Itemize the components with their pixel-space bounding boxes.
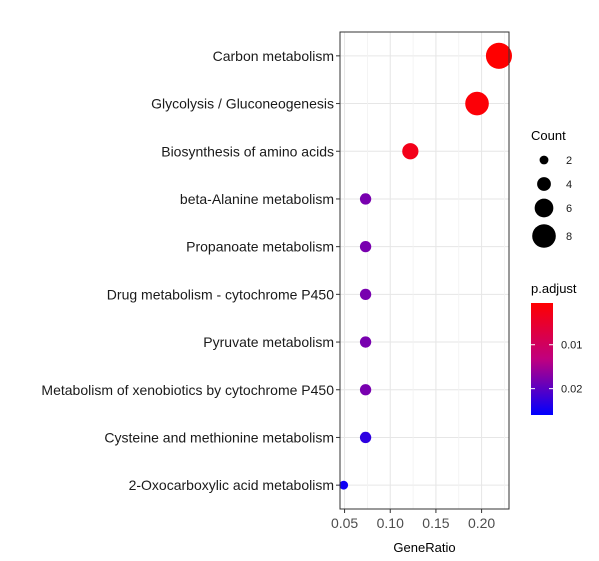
category-label: Propanoate metabolism (186, 239, 334, 255)
category-label: Drug metabolism - cytochrome P450 (107, 286, 334, 302)
category-label: Carbon metabolism (213, 48, 334, 64)
data-point (465, 91, 489, 116)
category-labels: Carbon metabolism Glycolysis / Gluconeoge… (41, 48, 334, 493)
category-label: Pyruvate metabolism (203, 334, 334, 350)
colorbar-label: 0.02 (561, 384, 582, 396)
x-tick-label: 0.20 (468, 515, 495, 531)
data-point (359, 193, 372, 205)
colorbar (531, 303, 553, 415)
data-point (359, 336, 372, 348)
legend-count: Count 2 4 6 8 (531, 128, 572, 248)
legend-count-label: 6 (566, 203, 572, 215)
data-point (359, 431, 372, 444)
colorbar-label: 0.01 (561, 340, 582, 352)
category-label: Glycolysis / Gluconeogenesis (151, 96, 334, 112)
category-label: Metabolism of xenobiotics by cytochrome … (41, 382, 334, 398)
data-point (359, 240, 372, 253)
points (339, 42, 512, 490)
category-label: Cysteine and methionine metabolism (104, 429, 334, 445)
x-tick-label: 0.05 (331, 515, 358, 531)
category-label: 2-Oxocarboxylic acid metabolism (129, 477, 334, 493)
data-point (485, 42, 512, 69)
plot-panel (339, 31, 510, 510)
category-label: Biosynthesis of amino acids (161, 143, 334, 159)
data-point (359, 384, 372, 396)
legend-count-key (539, 155, 549, 165)
x-tick-label: 0.15 (422, 515, 449, 531)
data-point (339, 480, 349, 490)
legend-count-key (534, 198, 554, 218)
x-axis-title: GeneRatio (393, 540, 455, 555)
legend-padjust-title: p.adjust (531, 281, 577, 296)
legend-count-label: 2 (566, 155, 572, 167)
data-point (402, 143, 419, 160)
legend-count-title: Count (531, 128, 566, 143)
axis-ticks: 0.05 0.10 0.15 0.20 (331, 55, 495, 531)
data-point (359, 288, 372, 301)
category-label: beta-Alanine metabolism (180, 191, 334, 207)
legend-padjust: p.adjust 0.01 0.02 (531, 281, 582, 415)
legend-count-label: 8 (566, 231, 572, 243)
legend-count-key (532, 224, 556, 248)
legend-count-label: 4 (566, 179, 572, 191)
legend-count-key (537, 177, 551, 191)
x-tick-label: 0.10 (377, 515, 404, 531)
